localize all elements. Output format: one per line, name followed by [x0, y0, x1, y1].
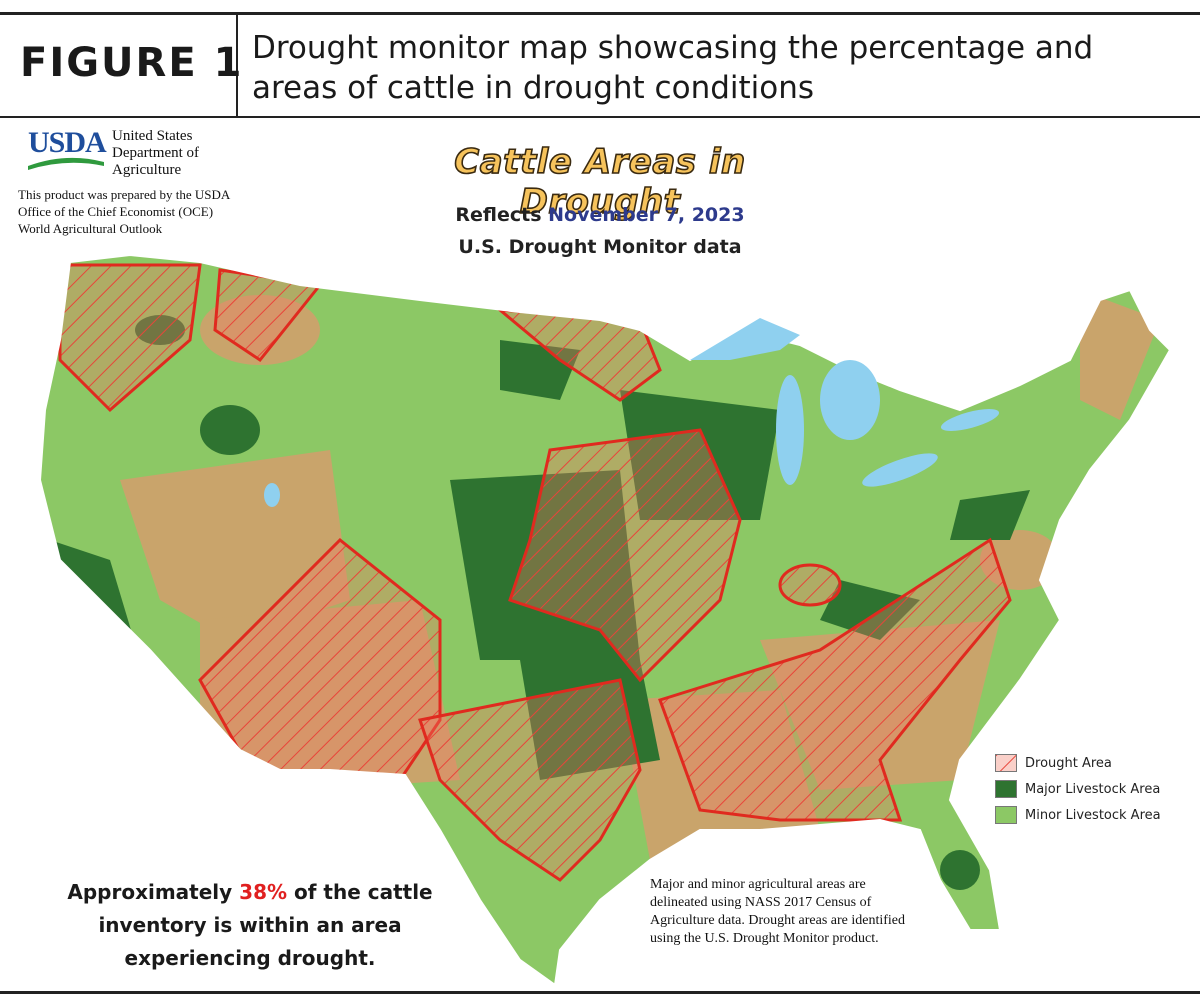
divider [236, 15, 238, 116]
map-title: Cattle Areas in Drought [453, 141, 746, 223]
map-regions [40, 255, 1170, 985]
map-source: U.S. Drought Monitor data [458, 236, 742, 258]
figure-label: FIGURE 1 [20, 40, 244, 86]
legend-item: Drought Area [995, 750, 1161, 776]
legend-label: Minor Livestock Area [1025, 807, 1161, 823]
figure-title: Drought monitor map showcasing the perce… [252, 30, 1094, 106]
summary: Approximately 38% of the cattle inventor… [50, 876, 450, 975]
legend-swatch [995, 754, 1017, 772]
summary-suffix: of the cattle inventory is within an are… [98, 880, 433, 970]
legend-swatch [995, 780, 1017, 798]
logo-credit: This product was prepared by the USDA Of… [18, 187, 230, 236]
logo-swoosh [28, 157, 104, 170]
legend-item: Minor Livestock Area [995, 802, 1161, 828]
legend-item: Major Livestock Area [995, 776, 1161, 802]
great-lakes [264, 318, 1000, 507]
logo-mark: USDA [28, 126, 107, 159]
rule [0, 991, 1200, 994]
rule [0, 12, 1200, 15]
date: November 7, 2023 [548, 204, 745, 226]
note: Major and minor agricultural areas are d… [650, 877, 906, 946]
rule [0, 116, 1200, 118]
logo-agency: United States Department of Agriculture [112, 128, 200, 178]
legend-label: Drought Area [1025, 755, 1112, 771]
map-subtitle: Reflects November 7, 2023 [300, 204, 900, 226]
legend-label: Major Livestock Area [1025, 781, 1161, 797]
legend-swatch [995, 806, 1017, 824]
legend: Drought Area Major Livestock Area Minor … [995, 750, 1161, 828]
reflects: Reflects [455, 204, 542, 226]
summary-prefix: Approximately [67, 880, 233, 904]
summary-percent: 38% [239, 880, 288, 904]
